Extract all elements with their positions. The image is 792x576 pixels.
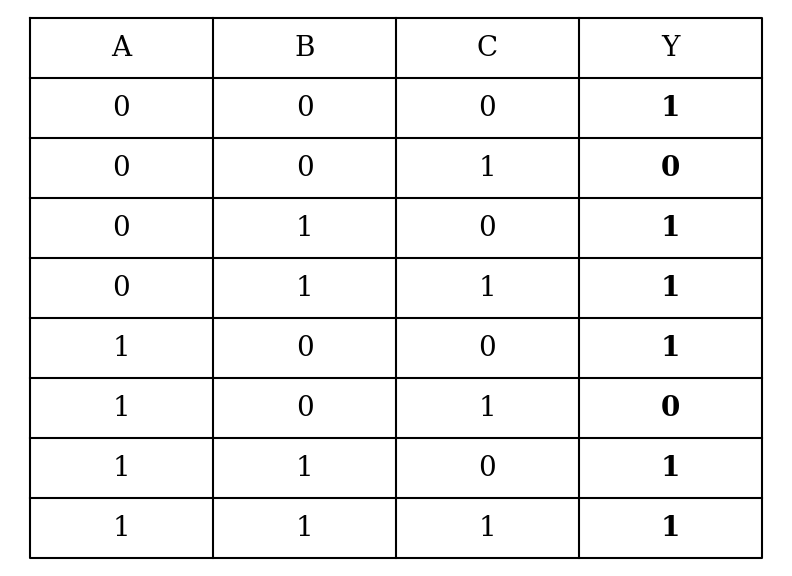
Text: 1: 1 (112, 335, 131, 362)
Text: 0: 0 (112, 214, 131, 241)
Text: 1: 1 (478, 514, 497, 541)
Text: 1: 1 (112, 395, 131, 422)
Text: 0: 0 (295, 335, 314, 362)
Text: 0: 0 (295, 94, 314, 122)
Text: 1: 1 (661, 454, 680, 482)
Text: 1: 1 (295, 454, 314, 482)
Text: 0: 0 (112, 94, 131, 122)
Text: 0: 0 (478, 454, 497, 482)
Text: 0: 0 (478, 94, 497, 122)
Text: 1: 1 (661, 514, 680, 541)
Text: 0: 0 (661, 154, 680, 181)
Text: 1: 1 (661, 275, 680, 301)
Text: 0: 0 (295, 154, 314, 181)
Text: 0: 0 (112, 154, 131, 181)
Text: 1: 1 (661, 214, 680, 241)
Text: 1: 1 (478, 395, 497, 422)
Text: 0: 0 (295, 395, 314, 422)
Text: 0: 0 (112, 275, 131, 301)
Text: 1: 1 (295, 275, 314, 301)
Text: 0: 0 (478, 335, 497, 362)
Text: 1: 1 (295, 214, 314, 241)
Text: 1: 1 (112, 514, 131, 541)
Text: 1: 1 (661, 94, 680, 122)
Text: 1: 1 (661, 335, 680, 362)
Text: 0: 0 (478, 214, 497, 241)
Text: 1: 1 (478, 275, 497, 301)
Text: 1: 1 (112, 454, 131, 482)
Text: 1: 1 (478, 154, 497, 181)
Text: A: A (112, 35, 131, 62)
Text: 0: 0 (661, 395, 680, 422)
Text: Y: Y (661, 35, 680, 62)
Text: 1: 1 (295, 514, 314, 541)
Text: B: B (295, 35, 314, 62)
Text: C: C (477, 35, 498, 62)
